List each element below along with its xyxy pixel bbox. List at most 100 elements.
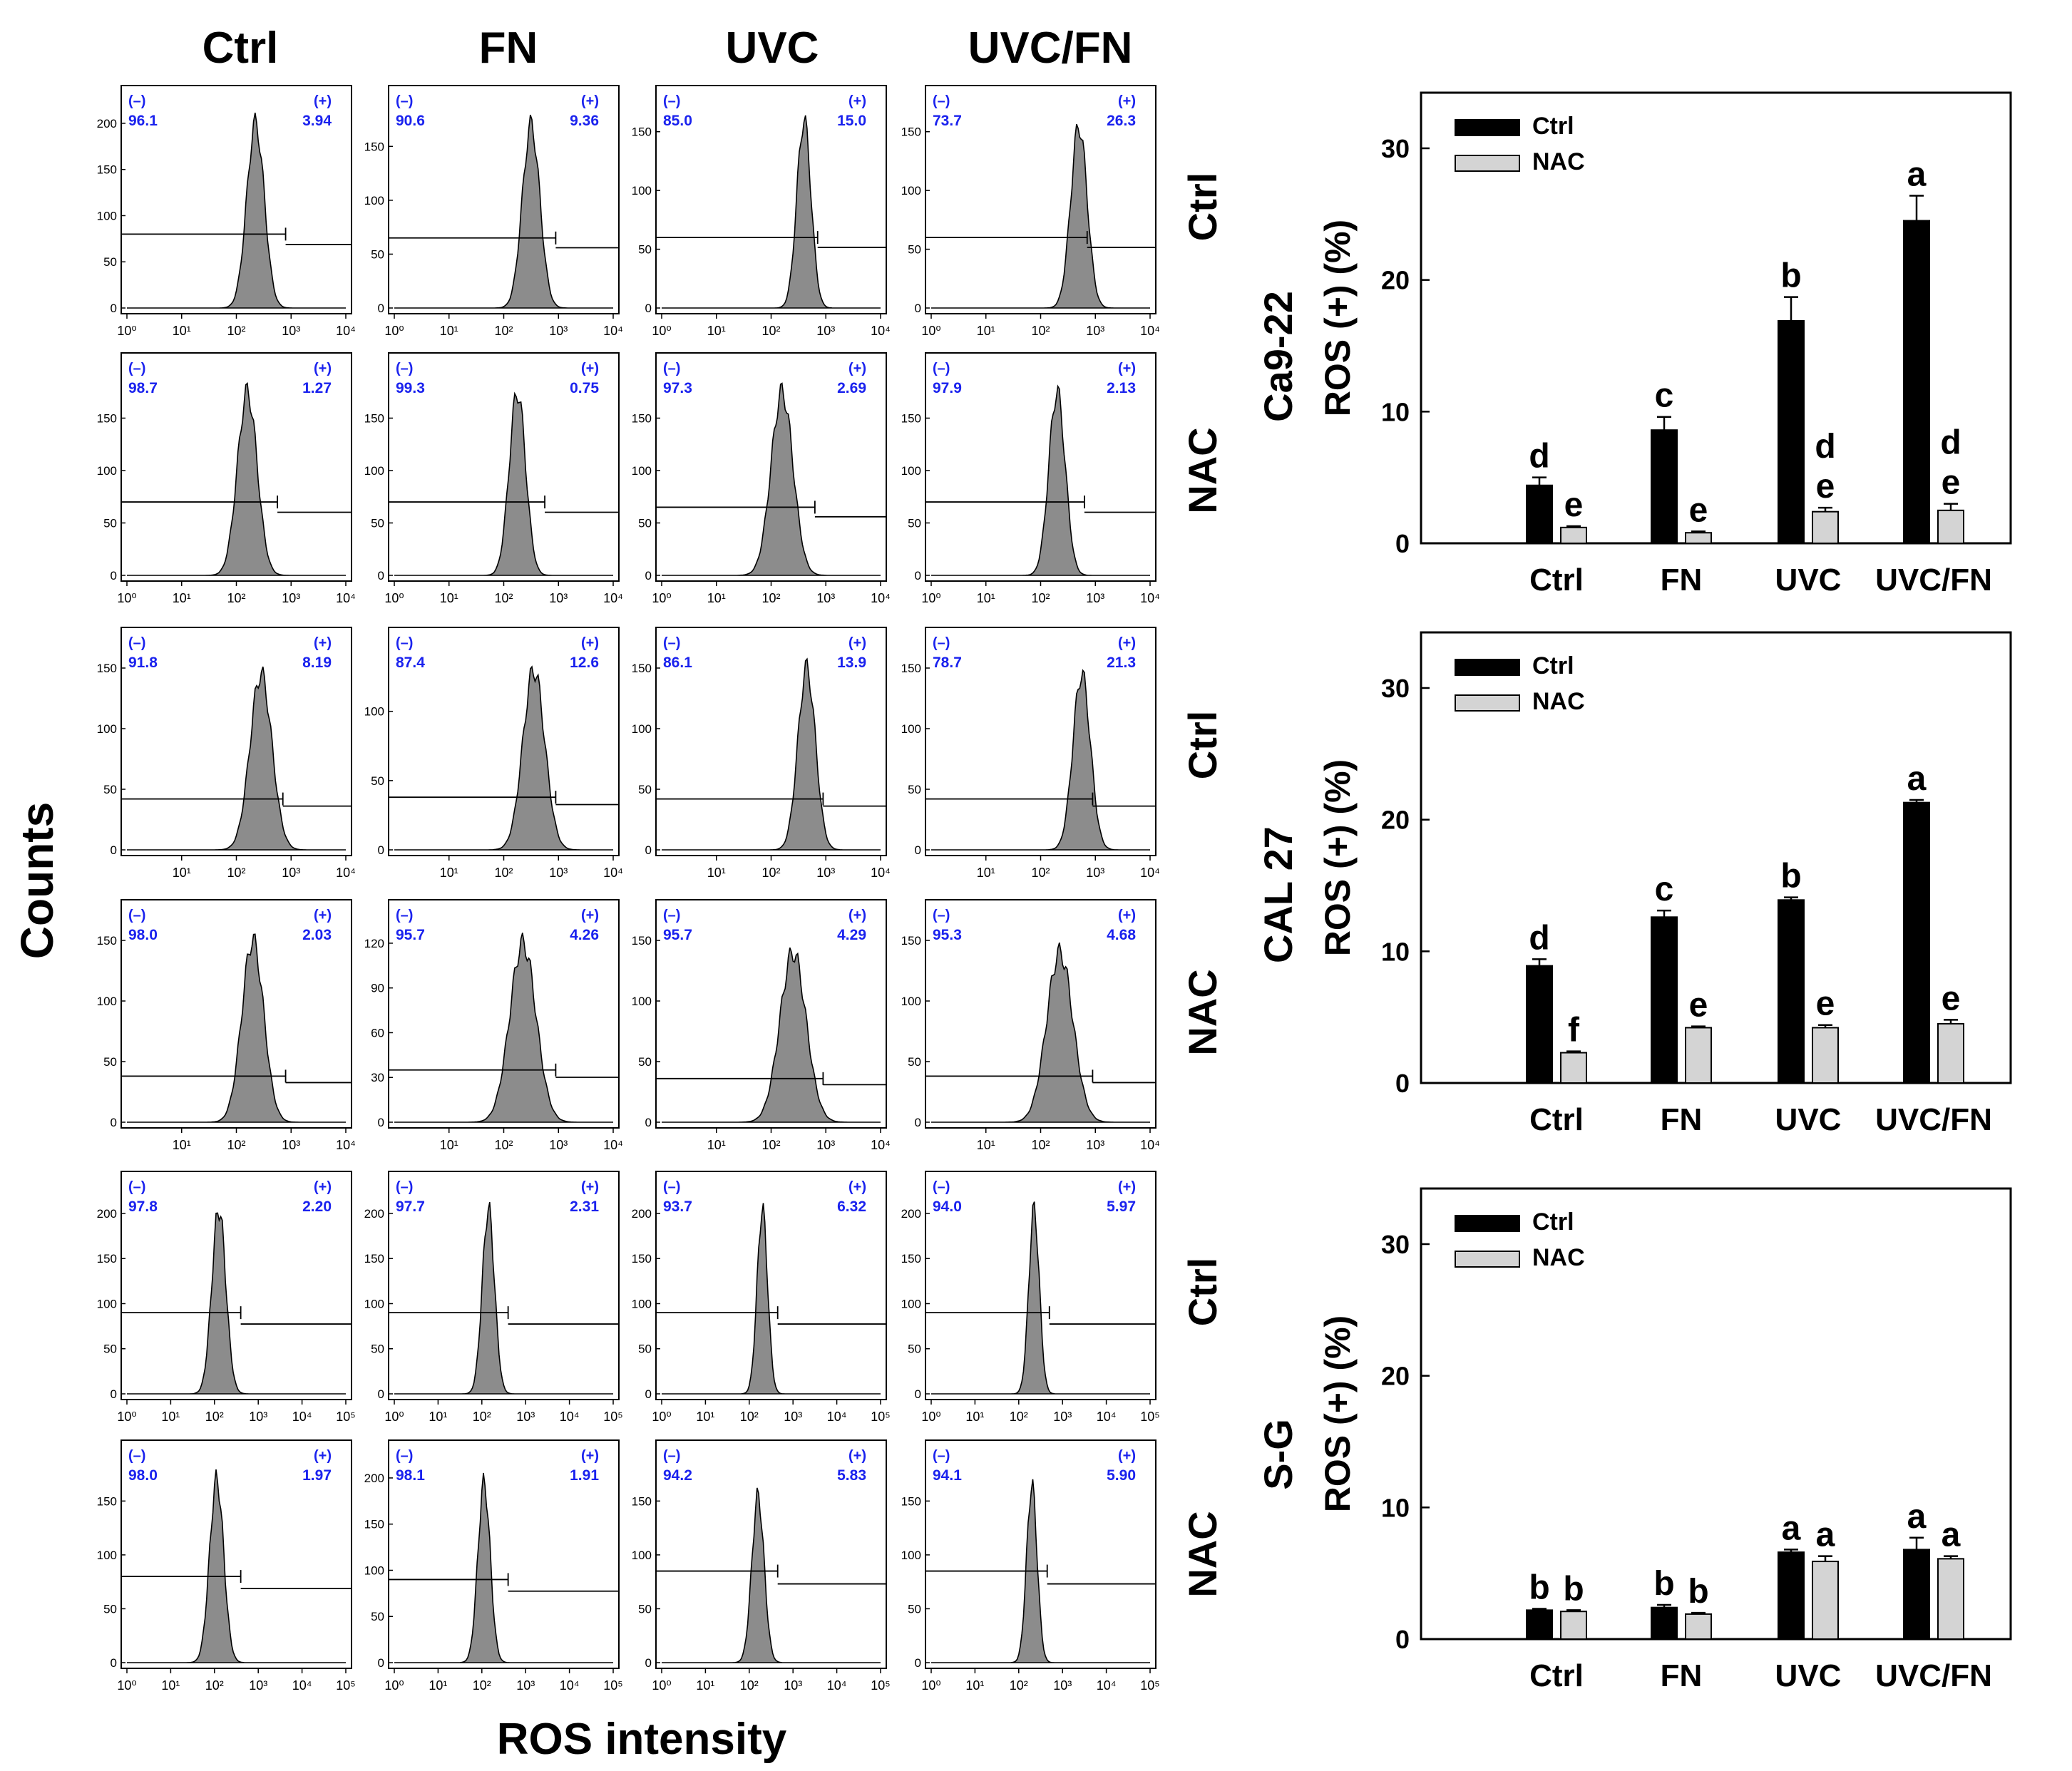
histogram-x-tick-label: 10⁰ — [384, 591, 404, 605]
gate-negative-label: (–) — [396, 361, 413, 376]
gate-negative-label: (–) — [663, 908, 680, 923]
histogram-y-tick-label: 60 — [371, 1026, 384, 1040]
bar-category-label: Ctrl — [1529, 1102, 1584, 1137]
histogram-y-tick-label: 0 — [915, 1116, 921, 1129]
histogram-x-tick-label: 10³ — [549, 591, 568, 605]
bar-ctrl — [1651, 916, 1678, 1084]
histogram-x-tick-label: 10³ — [549, 866, 568, 880]
histogram-panel: 0 50 100 150 10⁰ 10¹ 10² 10³ 10⁴ (–) 85.0 (+) 15.0 — [632, 85, 891, 338]
histogram-y-tick-label: 0 — [645, 1116, 652, 1129]
row-header-2-nac: NAC — [1180, 427, 1225, 513]
histogram-y-tick-label: 150 — [632, 1252, 652, 1266]
gate-positive-label: (+) — [848, 635, 866, 651]
bar-y-axis-label: ROS (+) (%) — [1318, 759, 1358, 956]
histogram-x-tick-label: 10² — [1031, 866, 1050, 880]
gate-negative-label: (–) — [663, 1179, 680, 1195]
gate-negative-label: (–) — [396, 93, 413, 109]
histogram-panel: 0 50 100 150 200 10⁰ 10¹ 10² 10³ 10⁴ 10⁵ (–) 93.7 (+)… — [632, 1171, 891, 1424]
histogram-x-tick-label: 10⁵ — [1140, 1678, 1159, 1693]
significance-letter: a — [1816, 1516, 1835, 1554]
gate-negative-label: (–) — [128, 361, 145, 376]
histogram-frame — [925, 1171, 1156, 1400]
histogram-x-tick-label: 10¹ — [977, 1138, 995, 1152]
bar-y-tick-label: 0 — [1395, 1625, 1410, 1654]
histogram-y-tick-label: 50 — [371, 247, 384, 261]
histogram-panel: 0 50 100 150 200 10⁰ 10¹ 10² 10³ 10⁴ 10⁵ (–) 97.7 (+)… — [364, 1171, 623, 1424]
histogram-x-tick-label: 10⁵ — [603, 1410, 622, 1424]
histogram-panel: 0 50 100 150 200 10⁰ 10¹ 10² 10³ 10⁴ 10⁵ (–) 98.1 (+)… — [364, 1439, 623, 1693]
bar-y-tick-label: 0 — [1395, 529, 1410, 558]
histogram-y-tick-label: 0 — [378, 1116, 384, 1129]
histogram-y-tick-label: 50 — [908, 243, 921, 257]
histogram-x-tick-label: 10⁵ — [871, 1410, 890, 1424]
gate-positive-percent: 26.3 — [1107, 113, 1136, 129]
histogram-y-tick-label: 50 — [638, 783, 652, 796]
histogram-x-tick-label: 10⁵ — [1140, 1410, 1159, 1424]
histogram-x-tick-label: 10¹ — [440, 1138, 458, 1152]
histogram-x-tick-label: 10¹ — [440, 866, 458, 880]
histogram-x-tick-label: 10⁰ — [117, 324, 136, 338]
histogram-y-tick-label: 50 — [638, 1602, 652, 1616]
gate-negative-label: (–) — [396, 635, 413, 651]
histogram-y-tick-label: 150 — [97, 163, 117, 177]
histogram-distribution — [931, 384, 1150, 576]
histogram-y-tick-label: 150 — [632, 125, 652, 139]
significance-letter: b — [1780, 858, 1801, 895]
histogram-x-tick-label: 10⁴ — [292, 1678, 312, 1693]
histogram-y-tick-label: 120 — [364, 937, 384, 950]
histogram-panel: 0 50 100 150 10¹ 10² 10³ 10⁴ (–) 78.7 (+) 21.3 — [901, 627, 1160, 880]
gate-negative-percent: 97.8 — [128, 1198, 158, 1215]
histogram-x-tick-label: 10⁴ — [292, 1410, 312, 1424]
histogram-distribution — [394, 391, 613, 576]
gate-positive-percent: 4.29 — [837, 927, 866, 943]
histogram-x-tick-label: 10² — [205, 1678, 224, 1693]
gate-negative-percent: 73.7 — [933, 113, 962, 129]
histogram-y-tick-label: 50 — [908, 1055, 921, 1069]
histogram-y-tick-label: 50 — [908, 783, 921, 796]
histogram-x-tick-label: 10³ — [282, 324, 300, 338]
gate-negative-percent: 95.7 — [663, 927, 692, 943]
histogram-y-tick-label: 0 — [378, 302, 384, 315]
row-header-1-ctrl: Ctrl — [1180, 173, 1225, 241]
bar-category-label: UVC/FN — [1875, 563, 1992, 597]
histogram-y-tick-label: 100 — [632, 1297, 652, 1310]
gate-positive-label: (+) — [314, 1179, 332, 1195]
legend-label-ctrl: Ctrl — [1532, 113, 1574, 140]
gate-negative-label: (–) — [128, 1179, 145, 1195]
gate-negative-percent: 98.0 — [128, 927, 158, 943]
histogram-y-tick-label: 100 — [364, 705, 384, 719]
histogram-x-tick-label: 10² — [227, 324, 245, 338]
gate-negative-label: (–) — [396, 908, 413, 923]
gate-positive-percent: 8.19 — [302, 654, 332, 671]
significance-letter: d — [1529, 919, 1549, 957]
gate-negative-percent: 87.4 — [396, 654, 425, 671]
histogram-x-tick-label: 10⁴ — [336, 591, 356, 605]
histogram-y-tick-label: 100 — [901, 1549, 921, 1562]
gate-positive-label: (+) — [581, 93, 599, 109]
bar-category-label: UVC/FN — [1875, 1658, 1992, 1693]
histogram-y-tick-label: 100 — [632, 184, 652, 197]
histogram-x-tick-label: 10³ — [1086, 591, 1104, 605]
bar-y-tick-label: 10 — [1381, 397, 1410, 426]
histogram-x-tick-label: 10¹ — [965, 1678, 984, 1693]
histogram-x-tick-label: 10¹ — [977, 866, 995, 880]
bar-y-axis-label: ROS (+) (%) — [1318, 1315, 1358, 1512]
gate-negative-percent: 85.0 — [663, 113, 692, 129]
histogram-x-tick-label: 10⁰ — [117, 1678, 136, 1693]
histogram-x-tick-label: 10³ — [516, 1678, 535, 1693]
histogram-x-tick-label: 10³ — [784, 1410, 802, 1424]
histogram-frame — [388, 1171, 620, 1400]
histogram-x-tick-label: 10² — [761, 324, 780, 338]
histogram-x-tick-label: 10¹ — [696, 1410, 714, 1424]
bar-y-tick-label: 30 — [1381, 1230, 1410, 1259]
histogram-x-tick-label: 10¹ — [696, 1678, 714, 1693]
histogram-y-tick-label: 150 — [901, 1252, 921, 1266]
histogram-y-tick-label: 0 — [111, 843, 117, 857]
significance-letter: c — [1655, 871, 1674, 908]
gate-negative-percent: 94.1 — [933, 1467, 962, 1484]
histogram-y-tick-label: 100 — [901, 464, 921, 478]
histogram-frame — [655, 1171, 887, 1400]
bar-ctrl — [1526, 965, 1553, 1084]
gate-negative-label: (–) — [663, 1448, 680, 1464]
